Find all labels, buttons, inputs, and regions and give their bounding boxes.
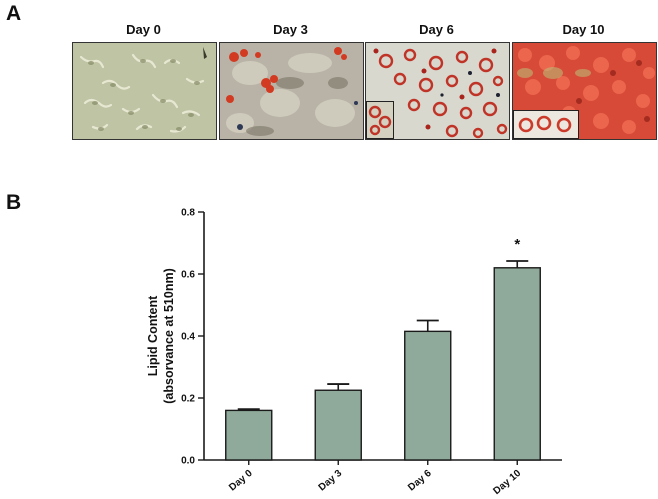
micrograph-day-3 [219, 42, 364, 140]
micrograph-day-6-inset [366, 101, 394, 139]
micrograph-day-10 [512, 42, 657, 140]
x-tick-label: Day 3 [317, 468, 345, 494]
micrograph-label-day-6: Day 6 [419, 22, 454, 37]
micrograph-day-0 [72, 42, 217, 140]
micrograph-label-day-0: Day 0 [126, 22, 161, 37]
y-axis-title-line-2: (absorvance at 510nm) [162, 268, 176, 403]
panel-b-letter: B [6, 191, 22, 214]
y-tick-label: 0.0 [181, 456, 195, 467]
y-tick-label: 0.2 [181, 394, 195, 405]
micrograph-day-10-inset [513, 110, 579, 139]
x-tick-label: Day 6 [406, 468, 434, 494]
x-tick-label: Day 0 [227, 468, 255, 494]
micrograph-day-6 [365, 42, 510, 140]
micrograph-label-day-3: Day 3 [273, 22, 308, 37]
significance-asterisk: * [514, 236, 520, 253]
bar-day-10 [493, 267, 541, 461]
bar-day-3 [314, 389, 362, 461]
bar-day-0 [225, 409, 273, 461]
y-tick-label: 0.6 [181, 270, 195, 281]
y-axis-title-line-1: Lipid Content [146, 295, 160, 376]
bar-day-6 [404, 330, 452, 461]
panel-a-letter: A [6, 2, 22, 25]
micrograph-label-day-10: Day 10 [562, 22, 605, 37]
x-tick-label: Day 10 [491, 468, 523, 497]
y-tick-label: 0.8 [181, 208, 195, 219]
y-tick-label: 0.4 [181, 332, 195, 343]
